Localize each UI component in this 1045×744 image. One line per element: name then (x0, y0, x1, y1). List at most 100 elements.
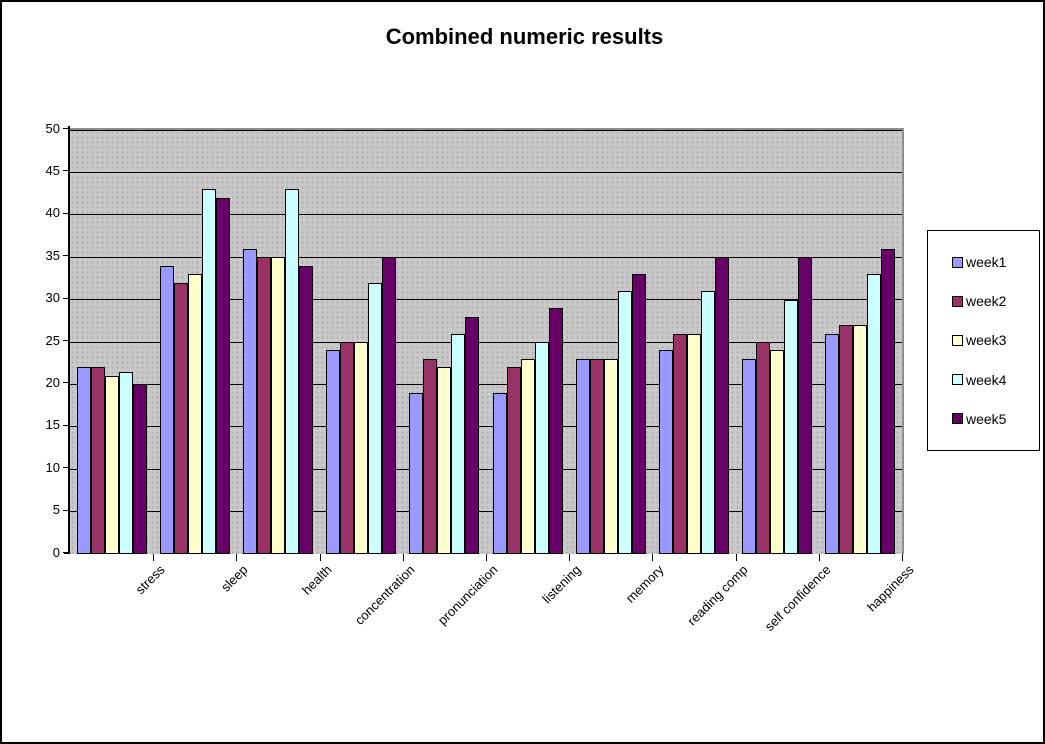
x-axis-tick (319, 554, 321, 561)
bar-week3-reading-comp (687, 333, 701, 554)
bar-week5-health (299, 265, 313, 554)
gridline (70, 129, 902, 131)
y-axis-label: 30 (45, 290, 60, 306)
y-axis-label: 25 (45, 332, 60, 348)
y-axis-tick (63, 340, 70, 341)
gridline (70, 511, 902, 513)
x-axis-tick (236, 554, 238, 561)
plot-area (70, 128, 904, 554)
x-axis-tick (735, 554, 737, 561)
bar-week1-pronunciation (409, 392, 424, 554)
bar-week1-memory (575, 358, 590, 554)
y-axis-label: 0 (52, 544, 60, 560)
gridline (70, 468, 902, 470)
bar-week1-health (243, 248, 257, 554)
bar-week1-listening (492, 392, 507, 554)
bar-week5-memory (631, 274, 646, 554)
legend-item-week2: week2 (928, 293, 1039, 309)
y-axis-label: 40 (45, 205, 60, 221)
x-axis-tick (153, 554, 155, 561)
bar-week4-health (285, 189, 299, 554)
bar-week5-self-confidence (798, 257, 813, 554)
legend-label: week2 (966, 293, 1007, 310)
y-axis-label: 5 (52, 502, 60, 518)
y-axis-tick (63, 170, 70, 172)
bar-week2-pronunciation (423, 358, 438, 554)
bar-week4-memory (617, 291, 632, 554)
legend-item-week3: week3 (928, 332, 1039, 348)
y-axis-tick (63, 467, 70, 469)
gridline (70, 256, 902, 258)
bar-week4-stress (118, 371, 133, 554)
gridline (70, 383, 902, 385)
bar-week2-concentration (340, 342, 355, 554)
y-axis-tick (63, 424, 70, 426)
y-axis-label: 50 (45, 120, 60, 136)
bar-week2-health (257, 257, 271, 554)
bar-week2-stress (90, 367, 105, 554)
bar-week1-happiness (825, 333, 840, 554)
bar-week3-stress (104, 375, 119, 554)
bar-week2-self-confidence (756, 342, 771, 554)
legend-label: week3 (966, 332, 1007, 349)
bar-week2-happiness (839, 325, 854, 554)
bar-week4-pronunciation (451, 333, 466, 554)
chart-title: Combined numeric results (385, 24, 664, 49)
legend: week1 week2 week3 week4 week5 (927, 230, 1040, 451)
x-axis-tick (902, 554, 903, 561)
y-axis-label: 10 (45, 459, 60, 475)
bar-week4-happiness (867, 274, 882, 554)
gridline (70, 214, 902, 216)
y-axis-tick (63, 212, 70, 214)
bar-week5-listening (548, 308, 563, 554)
bar-week4-concentration (368, 282, 383, 554)
bar-week5-concentration (382, 257, 397, 554)
bar-week4-sleep (201, 189, 216, 554)
bar-week5-reading-comp (715, 257, 729, 554)
y-axis-tick (63, 382, 70, 384)
bar-week4-listening (534, 342, 549, 554)
legend-swatch-icon (952, 334, 963, 346)
bar-week4-reading-comp (701, 291, 715, 554)
bar-week3-concentration (354, 342, 369, 554)
legend-swatch-icon (952, 413, 963, 425)
bar-week2-reading-comp (673, 333, 687, 554)
x-axis-tick (402, 554, 404, 561)
bar-week3-self-confidence (770, 350, 785, 554)
bar-week2-sleep (173, 282, 188, 554)
y-axis-tick (63, 509, 70, 511)
legend-item-week1: week1 (928, 254, 1039, 270)
bar-week1-reading-comp (659, 350, 673, 554)
legend-swatch-icon (952, 295, 963, 307)
bar-week3-pronunciation (437, 367, 452, 554)
legend-label: week5 (966, 410, 1007, 427)
y-axis-label: 15 (45, 417, 60, 433)
legend-swatch-icon (952, 374, 963, 386)
legend-item-week4: week4 (928, 372, 1039, 388)
gridline (70, 171, 902, 173)
bar-week3-health (271, 257, 285, 554)
legend-swatch-icon (952, 256, 963, 268)
x-axis-tick (569, 554, 571, 561)
x-axis-tick (652, 554, 654, 561)
x-axis-tick (818, 554, 820, 561)
bar-week3-sleep (187, 274, 202, 554)
bar-week1-stress (76, 367, 91, 554)
bar-week5-sleep (215, 197, 230, 554)
bar-week3-memory (603, 358, 618, 554)
gridline (70, 341, 902, 343)
y-axis-tick (63, 552, 70, 553)
bar-week2-listening (506, 367, 521, 554)
gridline (70, 299, 902, 301)
gridline (70, 426, 902, 428)
bar-week1-sleep (159, 265, 174, 554)
x-axis-tick (486, 554, 487, 561)
bar-week5-happiness (881, 248, 896, 554)
y-axis-label: 35 (45, 247, 60, 263)
bar-week1-concentration (326, 350, 341, 554)
bar-week3-happiness (853, 325, 868, 554)
legend-label: week1 (966, 254, 1007, 271)
bar-week2-memory (589, 358, 604, 554)
y-axis-tick (63, 297, 70, 299)
